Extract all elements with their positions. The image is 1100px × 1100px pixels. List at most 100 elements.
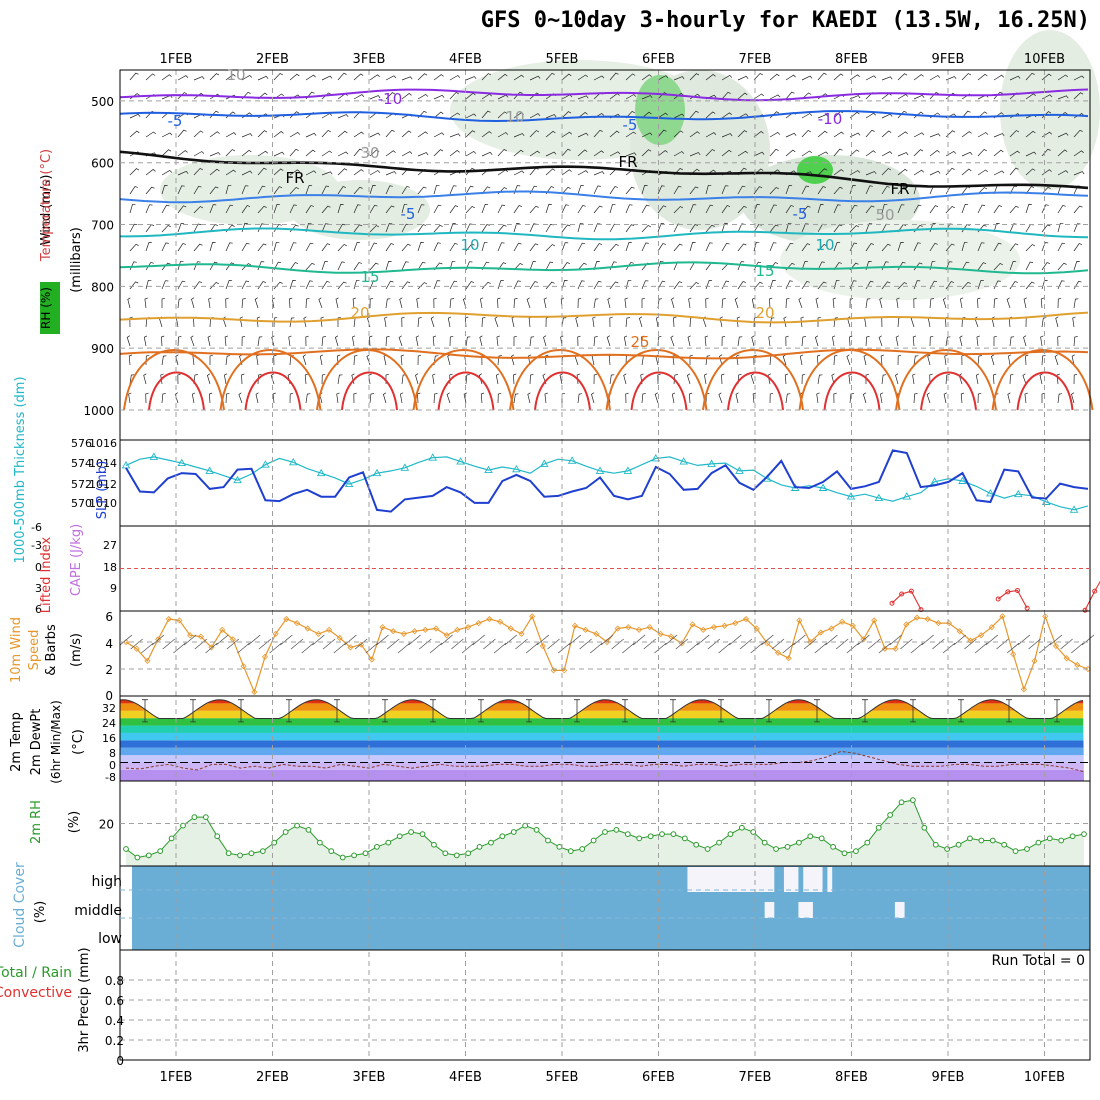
date-label-top: 6FEB: [642, 52, 675, 67]
wind-barb: [961, 73, 972, 81]
wind-barb: [1071, 354, 1075, 366]
wind-speed-point: [390, 628, 397, 635]
wind-barb: [721, 91, 731, 100]
wind-speed-point: [849, 622, 856, 629]
wind-barb: [241, 149, 252, 157]
wind-barb: [1057, 393, 1063, 404]
temp-band: [120, 732, 1084, 741]
wind-barb: [878, 642, 892, 654]
wind-barb: [1009, 261, 1017, 271]
wind-speed-point: [486, 615, 493, 623]
wind-barb: [353, 279, 360, 290]
wind-barb: [673, 316, 677, 328]
wind-barb: [625, 224, 635, 233]
rh-point: [408, 829, 415, 835]
rh-point: [442, 850, 449, 857]
wind-barb: [753, 186, 763, 195]
rh-point: [704, 846, 711, 852]
wind-barb: [654, 642, 667, 654]
wind-barb: [689, 392, 693, 404]
wind-speed-point: [400, 630, 407, 637]
wind-barb: [353, 204, 361, 214]
wind-barb: [433, 184, 440, 195]
wind-barb: [385, 205, 395, 214]
wind-barb: [417, 131, 428, 138]
wind-barb: [1073, 223, 1081, 233]
wind-barb: [174, 392, 179, 404]
wind-barb: [177, 260, 184, 271]
hot-layer-contour: [534, 371, 591, 411]
wind-barb: [641, 242, 649, 252]
wind-barb: [673, 76, 685, 81]
rh-point: [453, 852, 460, 859]
rh-point: [738, 824, 745, 831]
rh-point: [476, 843, 483, 850]
wind-barb: [271, 335, 275, 347]
wind-barb: [385, 336, 390, 347]
wind-barb: [288, 335, 292, 347]
temp-band: [120, 747, 1084, 756]
wind-barb: [417, 242, 424, 252]
wind-barb: [353, 186, 363, 195]
wind-barb: [321, 75, 333, 81]
hot-layer-contour: [148, 371, 205, 411]
wind-barb: [497, 242, 505, 252]
wind-barb: [865, 298, 871, 309]
millibars-axis-label: (millibars): [69, 227, 84, 293]
thickness-point: [874, 493, 884, 502]
wind-barb: [337, 204, 344, 214]
wind-speed-point: [261, 653, 269, 660]
wind-barb: [689, 186, 699, 195]
wind-barb: [481, 204, 489, 214]
high-cloud-block: [783, 867, 799, 892]
wind-barb: [591, 354, 595, 366]
rh-point: [693, 841, 700, 848]
wind-tick: 2: [105, 663, 113, 677]
li-point: [889, 600, 895, 606]
wind-barb: [545, 244, 556, 252]
wind-speed-point: [1031, 657, 1038, 664]
wind-barb: [1009, 150, 1020, 157]
wind-barb: [641, 393, 646, 404]
wind-barb: [529, 336, 535, 347]
wind-barb: [687, 335, 691, 347]
wind-barb: [849, 242, 858, 252]
wind-barb: [305, 170, 317, 176]
warm-layer-contour: [991, 349, 1094, 411]
wind-barb: [1007, 392, 1011, 404]
wind-barb: [1025, 168, 1036, 176]
wind-barb: [352, 335, 356, 347]
wind-barb: [593, 150, 604, 157]
wind-barb: [321, 185, 330, 195]
wind-speed-point: [422, 626, 429, 633]
wind-barb: [319, 354, 324, 366]
temp-contour--10: [119, 88, 1089, 102]
wind-barb: [944, 354, 948, 366]
rh-point: [944, 846, 951, 852]
wind-barb: [465, 336, 471, 347]
wind-barb: [993, 335, 997, 346]
wind-barb: [638, 316, 643, 328]
wind-barb: [305, 132, 317, 138]
rh-point: [579, 846, 586, 852]
wind-barb: [173, 642, 186, 654]
wind-barb: [657, 243, 666, 252]
wind-axis-label-3: & Barbs: [44, 624, 59, 676]
wind-barb: [670, 335, 675, 347]
rh-point: [157, 848, 164, 855]
wind-barb: [1040, 335, 1044, 347]
wind-barb: [964, 638, 977, 650]
wind-barb: [927, 354, 931, 366]
wind-barb: [447, 354, 451, 366]
wind-barb: [161, 185, 168, 195]
wind-barb: [417, 93, 429, 100]
precip-tick: 0.2: [105, 1034, 124, 1048]
wind-barb: [737, 92, 748, 100]
wind-barb: [161, 132, 173, 138]
wind-speed-point: [144, 657, 151, 664]
wind-barb: [241, 280, 250, 290]
wind-barb: [1024, 392, 1028, 404]
mb-tick-label: 600: [91, 157, 114, 171]
rh-point: [932, 841, 939, 848]
wind-barb: [305, 280, 313, 290]
